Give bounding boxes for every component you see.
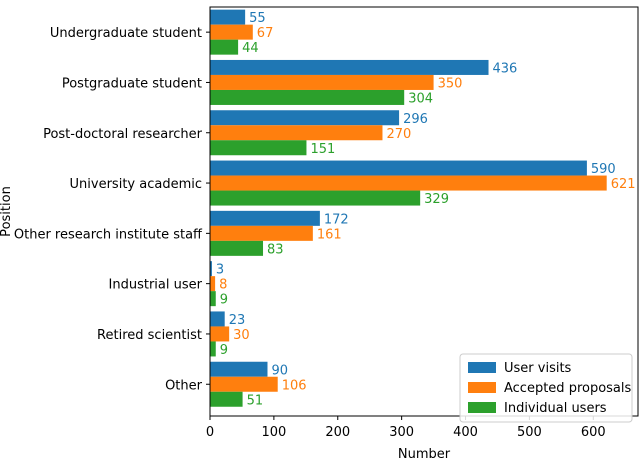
bar-other-user-visits bbox=[210, 361, 268, 377]
data-label-industrial-user-user-visits: 3 bbox=[216, 263, 224, 278]
x-tick-label: 0 bbox=[206, 425, 214, 440]
bar-other-individual-users bbox=[210, 391, 243, 407]
data-label-post-doctoral-researcher-user-visits: 296 bbox=[403, 112, 428, 127]
bar-postgraduate-student-individual-users bbox=[210, 89, 405, 105]
y-tick-label-postgraduate-student: Postgraduate student bbox=[62, 76, 202, 91]
legend-swatch-user-visits bbox=[468, 362, 496, 373]
data-label-postgraduate-student-individual-users: 304 bbox=[408, 91, 433, 106]
bar-university-academic-user-visits bbox=[210, 160, 587, 176]
data-label-post-doctoral-researcher-individual-users: 151 bbox=[310, 142, 335, 157]
bar-postgraduate-student-user-visits bbox=[210, 59, 489, 75]
bar-undergraduate-student-individual-users bbox=[210, 39, 239, 55]
bar-industrial-user-individual-users bbox=[210, 291, 216, 307]
y-tick-label-other-research-institute-staff: Other research institute staff bbox=[14, 227, 203, 242]
data-label-other-user-visits: 90 bbox=[271, 363, 288, 378]
data-label-undergraduate-student-individual-users: 44 bbox=[242, 41, 259, 56]
bar-retired-scientist-accepted-proposals bbox=[210, 326, 230, 342]
bar-other-accepted-proposals bbox=[210, 376, 278, 392]
bar-post-doctoral-researcher-individual-users bbox=[210, 140, 307, 156]
data-label-other-research-institute-staff-accepted-proposals: 161 bbox=[317, 227, 342, 242]
bar-university-academic-accepted-proposals bbox=[210, 175, 607, 191]
bar-post-doctoral-researcher-accepted-proposals bbox=[210, 125, 383, 141]
legend-label-individual-users: Individual users bbox=[504, 401, 607, 416]
data-label-university-academic-user-visits: 590 bbox=[591, 162, 616, 177]
legend-swatch-accepted-proposals bbox=[468, 382, 496, 393]
data-label-undergraduate-student-user-visits: 55 bbox=[249, 11, 266, 26]
data-label-retired-scientist-accepted-proposals: 30 bbox=[233, 328, 250, 343]
data-label-industrial-user-individual-users: 9 bbox=[220, 293, 228, 308]
y-tick-label-industrial-user: Industrial user bbox=[109, 278, 203, 293]
data-label-undergraduate-student-accepted-proposals: 67 bbox=[257, 26, 274, 41]
bar-university-academic-individual-users bbox=[210, 190, 421, 206]
bar-postgraduate-student-accepted-proposals bbox=[210, 74, 434, 90]
legend bbox=[459, 353, 633, 423]
bar-other-research-institute-staff-accepted-proposals bbox=[210, 225, 313, 241]
x-axis-label: Number bbox=[398, 447, 451, 462]
plot-frame bbox=[209, 6, 639, 417]
bar-industrial-user-accepted-proposals bbox=[210, 276, 216, 292]
data-label-postgraduate-student-accepted-proposals: 350 bbox=[438, 76, 463, 91]
data-label-post-doctoral-researcher-accepted-proposals: 270 bbox=[386, 127, 411, 142]
x-tick-label: 500 bbox=[517, 425, 542, 440]
data-label-other-accepted-proposals: 106 bbox=[282, 378, 307, 393]
x-tick-label: 200 bbox=[325, 425, 350, 440]
bar-undergraduate-student-user-visits bbox=[210, 9, 246, 25]
data-label-postgraduate-student-user-visits: 436 bbox=[493, 61, 518, 76]
data-label-university-academic-accepted-proposals: 621 bbox=[611, 177, 636, 192]
data-label-retired-scientist-user-visits: 23 bbox=[229, 313, 246, 328]
data-label-other-research-institute-staff-user-visits: 172 bbox=[324, 212, 349, 227]
x-tick-label: 600 bbox=[581, 425, 606, 440]
bar-retired-scientist-individual-users bbox=[210, 341, 216, 357]
x-tick-label: 300 bbox=[389, 425, 414, 440]
legend-label-user-visits: User visits bbox=[504, 361, 572, 376]
x-tick-label: 100 bbox=[261, 425, 286, 440]
bar-post-doctoral-researcher-user-visits bbox=[210, 110, 400, 126]
bar-other-research-institute-staff-user-visits bbox=[210, 210, 320, 226]
y-tick-label-undergraduate-student: Undergraduate student bbox=[50, 26, 202, 41]
data-label-other-research-institute-staff-individual-users: 83 bbox=[267, 242, 284, 257]
y-tick-label-university-academic: University academic bbox=[70, 177, 202, 192]
y-tick-label-retired-scientist: Retired scientist bbox=[97, 328, 202, 343]
legend-label-accepted-proposals: Accepted proposals bbox=[504, 381, 632, 396]
bar-industrial-user-user-visits bbox=[210, 261, 212, 277]
y-tick-label-post-doctoral-researcher: Post-doctoral researcher bbox=[43, 127, 203, 142]
data-label-university-academic-individual-users: 329 bbox=[424, 192, 449, 207]
legend-swatch-individual-users bbox=[468, 402, 496, 413]
x-tick-label: 400 bbox=[453, 425, 478, 440]
y-axis-label: Position bbox=[0, 186, 14, 237]
bar-undergraduate-student-accepted-proposals bbox=[210, 24, 253, 40]
data-label-other-individual-users: 51 bbox=[247, 393, 264, 408]
y-tick-label-other: Other bbox=[165, 378, 203, 393]
data-label-industrial-user-accepted-proposals: 8 bbox=[219, 278, 227, 293]
data-label-retired-scientist-individual-users: 9 bbox=[220, 343, 228, 358]
bar-retired-scientist-user-visits bbox=[210, 311, 225, 327]
bar-other-research-institute-staff-individual-users bbox=[210, 240, 264, 256]
